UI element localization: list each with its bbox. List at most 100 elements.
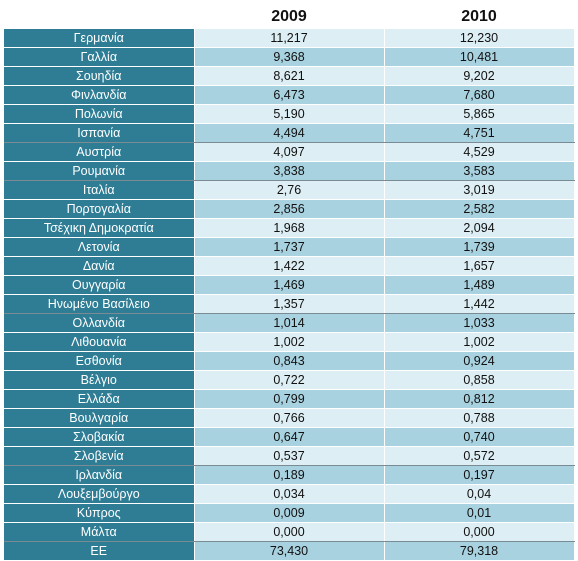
country-cell: Ελλάδα — [4, 389, 195, 409]
value-2010-cell: 0,04 — [384, 484, 575, 504]
value-2009-cell: 0,537 — [194, 446, 385, 466]
country-cell: Λιθουανία — [4, 332, 195, 352]
value-2010-cell: 9,202 — [384, 66, 575, 86]
value-2009-cell: 0,799 — [194, 389, 385, 409]
value-2010-cell: 0,788 — [384, 408, 575, 428]
header-year-2010: 2010 — [384, 4, 574, 29]
table-row: Σλοβακία 0,647 0,740 — [4, 427, 575, 447]
table-row: Ισπανία 4,494 4,751 — [4, 123, 575, 143]
table-row: Βέλγιο 0,722 0,858 — [4, 370, 575, 390]
country-cell: Τσέχικη Δημοκρατία — [4, 218, 195, 238]
table-row: Κύπρος 0,009 0,01 — [4, 503, 575, 523]
table-row: Εσθονία 0,843 0,924 — [4, 351, 575, 371]
country-cell: Κύπρος — [4, 503, 195, 523]
table-row: Γερμανία 11,217 12,230 — [4, 29, 575, 48]
value-2009-cell: 73,430 — [194, 541, 385, 561]
country-cell: Μάλτα — [4, 522, 195, 542]
value-2009-cell: 0,009 — [194, 503, 385, 523]
country-cell: Ρουμανία — [4, 161, 195, 181]
country-cell: Ιταλία — [4, 180, 195, 200]
value-2010-cell: 2,094 — [384, 218, 575, 238]
value-2010-cell: 0,572 — [384, 446, 575, 466]
table-row: Λετονία 1,737 1,739 — [4, 237, 575, 257]
table-row: Ρουμανία 3,838 3,583 — [4, 161, 575, 181]
value-2009-cell: 1,002 — [194, 332, 385, 352]
value-2009-cell: 0,843 — [194, 351, 385, 371]
table-row: ΕΕ 73,430 79,318 — [4, 541, 575, 561]
table-row: Ιταλία 2,76 3,019 — [4, 180, 575, 200]
value-2010-cell: 5,865 — [384, 104, 575, 124]
value-2010-cell: 7,680 — [384, 85, 575, 105]
header-year-2009: 2009 — [194, 4, 384, 29]
table-row: Ηνωμένο Βασίλειο 1,357 1,442 — [4, 294, 575, 314]
table-header: 2009 2010 — [4, 4, 574, 29]
table-row: Πολωνία 5,190 5,865 — [4, 104, 575, 124]
value-2009-cell: 11,217 — [194, 29, 385, 48]
table-row: Γαλλία 9,368 10,481 — [4, 47, 575, 67]
country-cell: Λουξεμβούργο — [4, 484, 195, 504]
value-2010-cell: 0,812 — [384, 389, 575, 409]
value-2009-cell: 9,368 — [194, 47, 385, 67]
table-row: Ουγγαρία 1,469 1,489 — [4, 275, 575, 295]
header-row: 2009 2010 — [4, 4, 574, 29]
value-2009-cell: 0,766 — [194, 408, 385, 428]
value-2009-cell: 2,76 — [194, 180, 385, 200]
value-2010-cell: 0,740 — [384, 427, 575, 447]
table-row: Σουηδία 8,621 9,202 — [4, 66, 575, 86]
value-2010-cell: 4,751 — [384, 123, 575, 143]
value-2010-cell: 0,01 — [384, 503, 575, 523]
value-2010-cell: 1,033 — [384, 313, 575, 333]
country-cell: Πολωνία — [4, 104, 195, 124]
value-2009-cell: 5,190 — [194, 104, 385, 124]
value-2009-cell: 0,647 — [194, 427, 385, 447]
table-row: Μάλτα 0,000 0,000 — [4, 522, 575, 542]
value-2010-cell: 0,924 — [384, 351, 575, 371]
country-cell: Σλοβακία — [4, 427, 195, 447]
value-2009-cell: 6,473 — [194, 85, 385, 105]
data-table: 2009 2010 Γερμανία 11,217 12,230 Γαλλία 9,36… — [4, 4, 575, 561]
country-cell: Βουλγαρία — [4, 408, 195, 428]
value-2009-cell: 4,494 — [194, 123, 385, 143]
value-2009-cell: 2,856 — [194, 199, 385, 219]
table-row: Βουλγαρία 0,766 0,788 — [4, 408, 575, 428]
value-2010-cell: 3,019 — [384, 180, 575, 200]
country-cell: Σλοβενία — [4, 446, 195, 466]
value-2010-cell: 1,739 — [384, 237, 575, 257]
country-cell: Ηνωμένο Βασίλειο — [4, 294, 195, 314]
value-2010-cell: 0,000 — [384, 522, 575, 542]
country-cell: Σουηδία — [4, 66, 195, 86]
table-row: Πορτογαλία 2,856 2,582 — [4, 199, 575, 219]
value-2009-cell: 1,422 — [194, 256, 385, 276]
value-2009-cell: 0,189 — [194, 465, 385, 485]
table-row: Σλοβενία 0,537 0,572 — [4, 446, 575, 466]
value-2010-cell: 12,230 — [384, 29, 575, 48]
value-2009-cell: 1,737 — [194, 237, 385, 257]
header-empty-cell — [4, 4, 194, 29]
value-2009-cell: 1,469 — [194, 275, 385, 295]
country-cell: Φινλανδία — [4, 85, 195, 105]
country-cell: Γερμανία — [4, 29, 195, 48]
table-row: Τσέχικη Δημοκρατία 1,968 2,094 — [4, 218, 575, 238]
value-2010-cell: 3,583 — [384, 161, 575, 181]
country-cell: Εσθονία — [4, 351, 195, 371]
country-cell: Αυστρία — [4, 142, 195, 162]
value-2010-cell: 0,197 — [384, 465, 575, 485]
value-2010-cell: 1,442 — [384, 294, 575, 314]
table-row: Δανία 1,422 1,657 — [4, 256, 575, 276]
country-cell: Λετονία — [4, 237, 195, 257]
country-cell: Πορτογαλία — [4, 199, 195, 219]
table-row: Λιθουανία 1,002 1,002 — [4, 332, 575, 352]
value-2009-cell: 0,034 — [194, 484, 385, 504]
value-2009-cell: 1,968 — [194, 218, 385, 238]
table-row: Ολλανδία 1,014 1,033 — [4, 313, 575, 333]
country-cell: Ολλανδία — [4, 313, 195, 333]
country-cell: Δανία — [4, 256, 195, 276]
value-2010-cell: 0,858 — [384, 370, 575, 390]
table-body: Γερμανία 11,217 12,230 Γαλλία 9,368 10,481 Σου… — [4, 29, 575, 561]
value-2010-cell: 79,318 — [384, 541, 575, 561]
table-row: Λουξεμβούργο 0,034 0,04 — [4, 484, 575, 504]
country-cell: Ισπανία — [4, 123, 195, 143]
value-2010-cell: 4,529 — [384, 142, 575, 162]
value-2010-cell: 2,582 — [384, 199, 575, 219]
value-2009-cell: 1,014 — [194, 313, 385, 333]
